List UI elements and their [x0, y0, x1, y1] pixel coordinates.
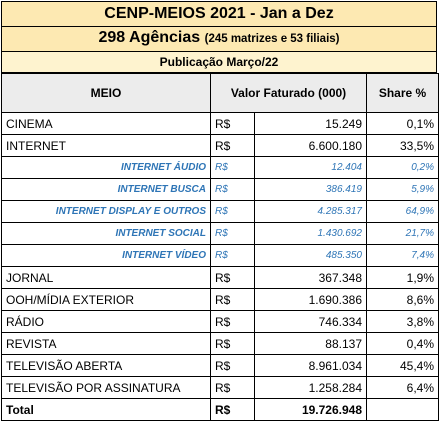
value: 19.726.948: [254, 398, 367, 421]
share: 64,9%: [366, 200, 439, 223]
meio: Total: [1, 398, 211, 421]
share: 0,2%: [366, 156, 439, 179]
empty-cell: [366, 398, 439, 421]
agencies-note: (245 matrizes e 53 filiais): [204, 33, 340, 45]
currency: R$: [210, 134, 255, 157]
meio: CINEMA: [1, 112, 211, 135]
share: 33,5%: [366, 134, 439, 157]
row: TELEVISÃO ABERTA R$ 8.961.034 45,4%: [1, 354, 439, 377]
value: 12.404: [254, 156, 367, 179]
row: INTERNET VÍDEO R$ 485.350 7,4%: [1, 244, 439, 267]
value: 746.334: [254, 310, 367, 333]
currency: R$: [210, 222, 255, 245]
share: 3,8%: [366, 310, 439, 333]
currency: R$: [210, 200, 255, 223]
currency: R$: [210, 112, 255, 135]
currency: R$: [210, 310, 255, 333]
value: 4.285.317: [254, 200, 367, 223]
row: INTERNET SOCIAL R$ 1.430.692 21,7%: [1, 222, 439, 245]
meio: INTERNET SOCIAL: [1, 222, 211, 245]
currency: R$: [210, 354, 255, 377]
row: CINEMA R$ 15.249 0,1%: [1, 112, 439, 135]
row: JORNAL R$ 367.348 1,9%: [1, 266, 439, 289]
value: 88.137: [254, 332, 367, 355]
share: 6,4%: [366, 376, 439, 399]
value: 1.690.386: [254, 288, 367, 311]
meio: REVISTA: [1, 332, 211, 355]
publication: Publicação Março/22: [1, 51, 437, 73]
meio: TELEVISÃO POR ASSINATURA: [1, 376, 211, 399]
row: Total R$ 19.726.948: [1, 398, 439, 421]
currency: R$: [210, 178, 255, 201]
meio: INTERNET VÍDEO: [1, 244, 211, 267]
row: INTERNET DISPLAY E OUTROS R$ 4.285.317 64,9…: [1, 200, 439, 223]
share: 21,7%: [366, 222, 439, 245]
share: 1,9%: [366, 266, 439, 289]
value: 15.249: [254, 112, 367, 135]
currency: R$: [210, 244, 255, 267]
share: 45,4%: [366, 354, 439, 377]
agencies: 298 Agências: [98, 29, 201, 46]
row: OOH/MÍDIA EXTERIOR R$ 1.690.386 8,6%: [1, 288, 439, 311]
row: INTERNET R$ 6.600.180 33,5%: [1, 134, 439, 157]
meio: INTERNET: [1, 134, 211, 157]
meio: RÁDIO: [1, 310, 211, 333]
share: 7,4%: [366, 244, 439, 267]
share: 5,9%: [366, 178, 439, 201]
meio: INTERNET ÁUDIO: [1, 156, 211, 179]
share: 0,4%: [366, 332, 439, 355]
column-header: MEIO: [1, 73, 211, 113]
row: REVISTA R$ 88.137 0,4%: [1, 332, 439, 355]
value: 485.350: [254, 244, 367, 267]
header-row: MEIO Valor Faturado (000) Share %: [1, 73, 439, 113]
table: MEIO Valor Faturado (000) Share % CINEMA…: [1, 73, 439, 421]
meio: TELEVISÃO ABERTA: [1, 354, 211, 377]
row: INTERNET ÁUDIO R$ 12.404 0,2%: [1, 156, 439, 179]
value: 1.430.692: [254, 222, 367, 245]
meio: JORNAL: [1, 266, 211, 289]
currency: R$: [210, 398, 255, 421]
row: RÁDIO R$ 746.334 3,8%: [1, 310, 439, 333]
subtitle: 298 Agências (245 matrizes e 53 filiais): [1, 26, 437, 51]
share: 0,1%: [366, 112, 439, 135]
column-header: Share %: [366, 73, 439, 113]
value: 6.600.180: [254, 134, 367, 157]
meio: OOH/MÍDIA EXTERIOR: [1, 288, 211, 311]
row: TELEVISÃO POR ASSINATURA R$ 1.258.284 6,4%: [1, 376, 439, 399]
currency: R$: [210, 332, 255, 355]
value: 367.348: [254, 266, 367, 289]
row: INTERNET BUSCA R$ 386.419 5,9%: [1, 178, 439, 201]
value: 1.258.284: [254, 376, 367, 399]
share: 8,6%: [366, 288, 439, 311]
currency: R$: [210, 156, 255, 179]
value: 8.961.034: [254, 354, 367, 377]
currency: R$: [210, 266, 255, 289]
column-header: Valor Faturado (000): [210, 73, 367, 113]
meio: INTERNET DISPLAY E OUTROS: [1, 200, 211, 223]
title: CENP-MEIOS 2021 - Jan a Dez: [1, 1, 437, 26]
currency: R$: [210, 376, 255, 399]
currency: R$: [210, 288, 255, 311]
meio: INTERNET BUSCA: [1, 178, 211, 201]
value: 386.419: [254, 178, 367, 201]
